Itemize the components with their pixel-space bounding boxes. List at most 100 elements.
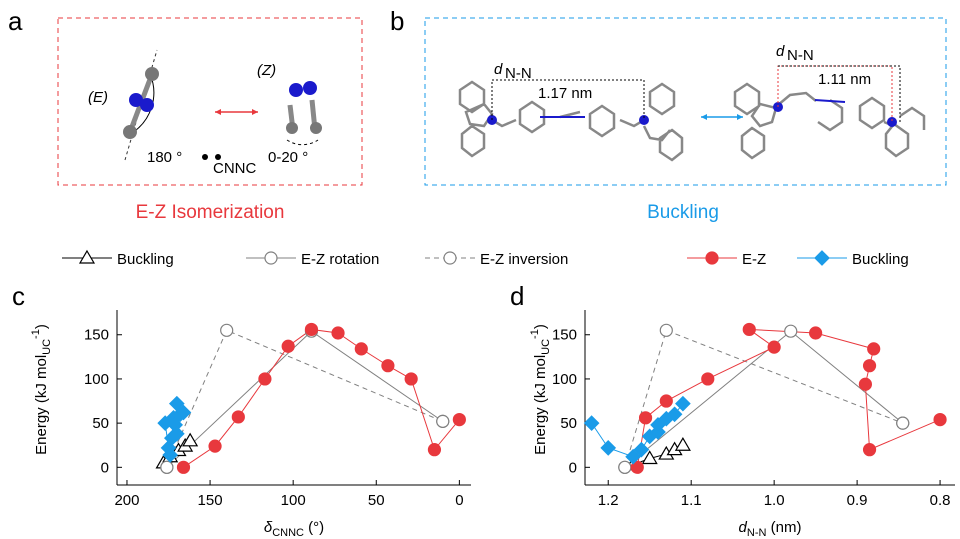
y-tick-label: 150	[552, 327, 577, 344]
isomer-label: (E)	[88, 89, 108, 106]
angle-label: 180 °	[147, 149, 182, 166]
y-tick-label: 0	[569, 459, 577, 476]
axis-label-part: UC	[540, 339, 552, 355]
point	[585, 416, 599, 430]
panel-label: b	[390, 6, 404, 36]
azo-bond	[815, 100, 845, 102]
point	[864, 444, 876, 456]
n-atom	[887, 117, 897, 127]
legend-label: Buckling	[117, 251, 174, 268]
point	[177, 461, 189, 473]
angle-symbol: CNNC	[213, 160, 256, 177]
axis-label-part: )	[532, 324, 549, 329]
legend-marker	[706, 252, 718, 264]
distance-symbol-sub: N-N	[787, 47, 814, 64]
axis-label-part: )	[33, 324, 50, 329]
point	[768, 341, 780, 353]
y-tick-label: 50	[560, 415, 577, 432]
point	[332, 327, 344, 339]
isomer-label: (Z)	[257, 62, 276, 79]
series-line	[183, 329, 459, 467]
point	[355, 343, 367, 355]
distance-value: 1.17 nm	[538, 85, 592, 102]
axis-label-part: -1	[30, 329, 42, 339]
molecule-z	[286, 81, 322, 145]
x-tick-label: 1.0	[764, 492, 785, 509]
legend-label: E-Z inversion	[480, 251, 568, 268]
point	[702, 373, 714, 385]
x-tick-label: 0.9	[847, 492, 868, 509]
point	[209, 440, 221, 452]
axis-label-part: CNNC	[272, 527, 304, 539]
axis-label: dN-N (nm)	[739, 519, 802, 539]
page: a (E) (Z) 180 ° CNNC 0-20 ° E-Z Isomeriz…	[0, 0, 960, 539]
axis-label: Energy (kJ molUC-1)	[529, 324, 552, 455]
chart: d1.21.11.00.90.8050100150dN-N (nm)Energy…	[510, 281, 955, 539]
axis-label-part: (nm)	[766, 519, 801, 536]
distance-symbol: d	[494, 61, 503, 78]
point	[934, 414, 946, 426]
legend-label: E-Z	[742, 251, 766, 268]
panel-label: a	[8, 6, 23, 36]
point	[785, 325, 797, 337]
y-tick-label: 50	[92, 415, 109, 432]
point	[868, 343, 880, 355]
point	[428, 444, 440, 456]
legend-label: E-Z rotation	[301, 251, 379, 268]
point	[660, 324, 672, 336]
x-tick-label: 50	[368, 492, 385, 509]
x-tick-label: 1.1	[681, 492, 702, 509]
point	[282, 340, 294, 352]
x-tick-label: 150	[198, 492, 223, 509]
point	[676, 438, 690, 450]
point	[232, 411, 244, 423]
x-tick-label: 100	[281, 492, 306, 509]
symbol-dot	[202, 154, 208, 160]
point	[619, 461, 631, 473]
distance-symbol-sub: N-N	[505, 65, 532, 82]
point	[453, 414, 465, 426]
series-line	[167, 330, 443, 467]
figure: a (E) (Z) 180 ° CNNC 0-20 ° E-Z Isomeriz…	[0, 0, 960, 539]
point	[660, 395, 672, 407]
series-line	[167, 331, 443, 467]
point	[259, 373, 271, 385]
legend-label: Buckling	[852, 251, 909, 268]
distance-value: 1.11 nm	[818, 71, 871, 88]
point	[405, 373, 417, 385]
angle-label: 0-20 °	[268, 149, 308, 166]
point	[864, 360, 876, 372]
point	[382, 360, 394, 372]
y-tick-label: 100	[552, 371, 577, 388]
x-tick-label: 0	[455, 492, 463, 509]
point	[437, 415, 449, 427]
y-tick-label: 0	[101, 459, 109, 476]
legend-marker	[265, 252, 277, 264]
panel-caption: Buckling	[647, 202, 719, 223]
point	[743, 323, 755, 335]
axis-label-part: UC	[41, 339, 53, 355]
point	[640, 412, 652, 424]
axis-label-part: Energy (kJ mol	[33, 355, 50, 455]
point	[221, 324, 233, 336]
point	[305, 323, 317, 335]
point	[601, 441, 615, 455]
y-tick-label: 150	[84, 327, 109, 344]
panel-label: d	[510, 281, 524, 311]
axis-label: δCNNC (°)	[264, 519, 324, 539]
point	[161, 461, 173, 473]
panel-label: c	[12, 281, 25, 311]
panel-caption: E-Z Isomerization	[136, 202, 285, 223]
axis-label: Energy (kJ molUC-1)	[30, 324, 53, 455]
axis-label-part: (°)	[304, 519, 324, 536]
legend-marker	[815, 251, 829, 265]
point	[810, 327, 822, 339]
chart: c 200 150 100 50 0 0 50 100 150 δCNNC (°) Energy (k…	[12, 281, 471, 539]
y-tick-label: 100	[84, 371, 109, 388]
x-tick-label: 200	[114, 492, 139, 509]
axis-label-part: -1	[529, 329, 541, 339]
point	[859, 378, 871, 390]
point	[676, 397, 690, 411]
legend-marker	[80, 251, 94, 263]
point	[897, 417, 909, 429]
